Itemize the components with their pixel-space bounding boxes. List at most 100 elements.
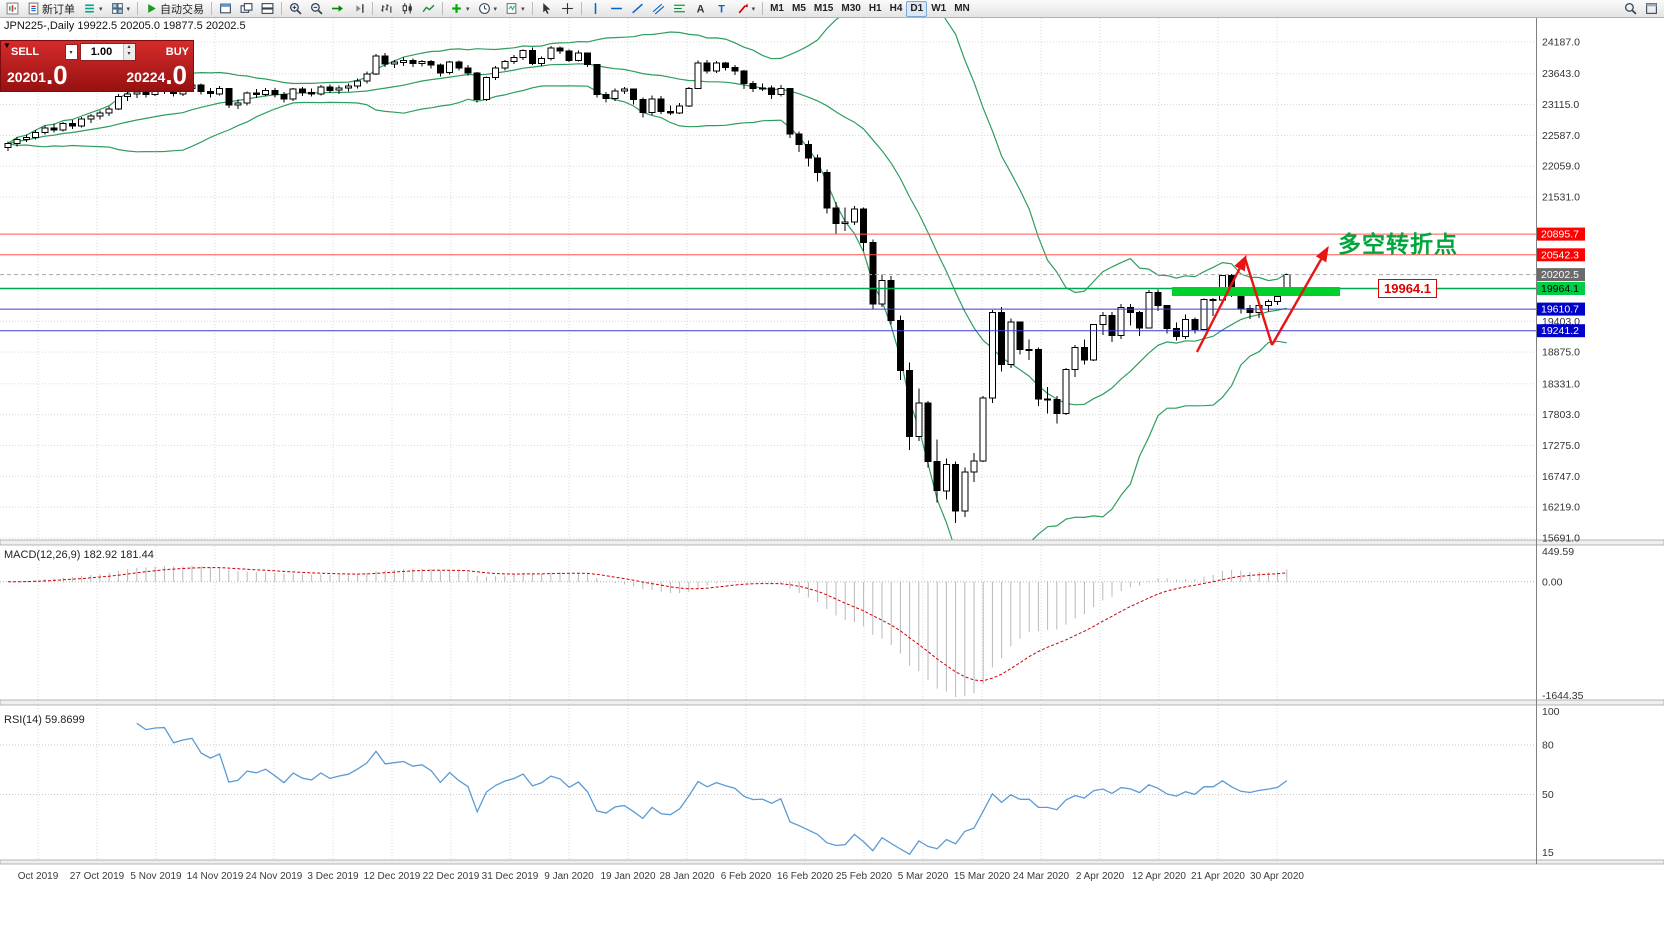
candle-body bbox=[1108, 315, 1116, 336]
timeframe-d1[interactable]: D1 bbox=[906, 0, 928, 17]
timeframe-w1[interactable]: W1 bbox=[927, 1, 950, 17]
labelT-icon: T bbox=[715, 2, 728, 15]
sell-price-button[interactable]: 20201 .0 bbox=[7, 62, 68, 88]
candle-body bbox=[317, 86, 325, 95]
price-badge bbox=[1537, 227, 1585, 241]
trade-panel-collapse-toggle[interactable]: ▼ bbox=[3, 41, 11, 50]
timeframe-h4[interactable]: H4 bbox=[886, 1, 907, 17]
bar-chart-mode-button[interactable] bbox=[376, 1, 397, 17]
list-icon bbox=[83, 2, 96, 15]
templates-button[interactable]: ▾ bbox=[501, 1, 529, 17]
time-axis-label: 19 Jan 2020 bbox=[600, 871, 655, 882]
buy-button[interactable]: BUY bbox=[138, 46, 189, 58]
price-callout-label[interactable]: 19964.1 bbox=[1378, 279, 1437, 298]
price-axis-label: 18875.0 bbox=[1542, 347, 1580, 359]
crosshair-tool-button[interactable] bbox=[557, 1, 578, 17]
candle-body bbox=[574, 52, 582, 62]
line-chart-mode-button[interactable] bbox=[418, 1, 439, 17]
macd-axis-label: 449.59 bbox=[1542, 546, 1574, 558]
candle-body bbox=[298, 88, 306, 94]
timeframe-w1-label: W1 bbox=[931, 3, 947, 14]
chart-icon bbox=[6, 2, 19, 15]
sell-button[interactable]: SELL bbox=[11, 46, 63, 58]
autotrading-button[interactable]: 自动交易 bbox=[141, 1, 208, 17]
indicators-button[interactable]: ▾ bbox=[446, 1, 474, 17]
macd-signal-line bbox=[8, 567, 1287, 682]
price-axis-label: 23643.0 bbox=[1542, 68, 1580, 80]
turning-point-annotation[interactable]: 多空转折点 bbox=[1338, 231, 1458, 257]
candle-body bbox=[1007, 321, 1015, 366]
charts-list-button[interactable]: ▾ bbox=[79, 1, 107, 17]
zoom-in-button[interactable] bbox=[285, 1, 306, 17]
timeframe-mn[interactable]: MN bbox=[950, 1, 974, 17]
candle-body bbox=[896, 319, 904, 371]
toolbar-separator bbox=[442, 2, 444, 15]
arrows-tool[interactable]: ▾ bbox=[732, 1, 760, 17]
candle-body bbox=[354, 80, 362, 87]
search-button[interactable] bbox=[1620, 1, 1641, 17]
auto-scroll-button[interactable] bbox=[327, 1, 348, 17]
volume-preset-dropdown[interactable]: ▾ bbox=[64, 44, 78, 60]
periods-button[interactable]: ▾ bbox=[474, 1, 502, 17]
trend-arrow-segment[interactable] bbox=[1243, 257, 1274, 346]
trend-arrow-segment[interactable] bbox=[1195, 254, 1247, 353]
time-axis-label: 6 Feb 2020 bbox=[721, 871, 772, 882]
candle-body bbox=[427, 61, 435, 66]
vline-icon bbox=[589, 2, 602, 15]
panel-separator[interactable] bbox=[0, 699, 1664, 706]
window-list-button[interactable] bbox=[257, 1, 278, 17]
text-tool[interactable]: A bbox=[690, 1, 711, 17]
macd-axis-label: 0.00 bbox=[1542, 576, 1563, 588]
buy-price-main: 20224 bbox=[126, 69, 166, 85]
sell-price-main: 20201 bbox=[7, 69, 46, 85]
panel-separator[interactable] bbox=[0, 539, 1664, 546]
candle-body bbox=[906, 370, 914, 437]
bollinger-middle-band bbox=[7, 63, 1287, 406]
candle-body bbox=[252, 92, 260, 95]
vertical-line-tool[interactable] bbox=[585, 1, 606, 17]
price-badge-label: 19241.2 bbox=[1541, 325, 1579, 337]
channel-tool[interactable] bbox=[648, 1, 669, 17]
time-axis-label: 5 Nov 2019 bbox=[130, 871, 182, 882]
volume-decrease-button[interactable]: ▾ bbox=[127, 51, 131, 57]
volume-increase-button[interactable]: ▴ bbox=[127, 44, 131, 50]
price-badge bbox=[1537, 324, 1585, 338]
panel-separator[interactable] bbox=[0, 859, 1664, 865]
trendline-tool[interactable] bbox=[627, 1, 648, 17]
candle-body bbox=[924, 402, 932, 463]
timeframe-m5-label: M5 bbox=[792, 3, 806, 14]
volume-input[interactable] bbox=[80, 44, 123, 60]
new-order-button[interactable]: 新订单 bbox=[23, 1, 79, 17]
candle-body bbox=[1071, 347, 1079, 370]
fibonacci-tool[interactable] bbox=[669, 1, 690, 17]
candle-body bbox=[390, 61, 398, 65]
horizontal-line-tool[interactable] bbox=[606, 1, 627, 17]
candle-body bbox=[1264, 301, 1272, 307]
timeframe-h1[interactable]: H1 bbox=[865, 1, 886, 17]
candle-body bbox=[216, 88, 224, 95]
buy-price-button[interactable]: 20224 .0 bbox=[126, 62, 187, 88]
tile-windows-button[interactable] bbox=[236, 1, 257, 17]
fullscreen-button[interactable] bbox=[1641, 1, 1662, 17]
candlestick-mode-button[interactable] bbox=[397, 1, 418, 17]
candle-body bbox=[262, 89, 270, 95]
dock-window-button[interactable] bbox=[215, 1, 236, 17]
profiles-button[interactable]: ▾ bbox=[107, 1, 135, 17]
chart-shift-button[interactable] bbox=[348, 1, 369, 17]
label-tool[interactable]: T bbox=[711, 1, 732, 17]
candle-body bbox=[1126, 306, 1134, 314]
candle-body bbox=[1274, 295, 1282, 303]
timeframe-m15[interactable]: M15 bbox=[810, 1, 837, 17]
trade-panel-price-row: 20201 .0 20224 .0 bbox=[1, 62, 193, 91]
zoom-out-button[interactable] bbox=[306, 1, 327, 17]
timeframe-m5[interactable]: M5 bbox=[788, 1, 810, 17]
trend-arrow-segment[interactable] bbox=[1270, 245, 1329, 346]
candle-body bbox=[547, 47, 555, 60]
cursor-tool-button[interactable] bbox=[536, 1, 557, 17]
timeframe-m30[interactable]: M30 bbox=[837, 1, 864, 17]
time-axis-label: 2 Apr 2020 bbox=[1076, 871, 1125, 882]
fibo-icon bbox=[673, 2, 686, 15]
timeframe-m1[interactable]: M1 bbox=[766, 1, 788, 17]
new-chart-button[interactable] bbox=[2, 1, 23, 17]
